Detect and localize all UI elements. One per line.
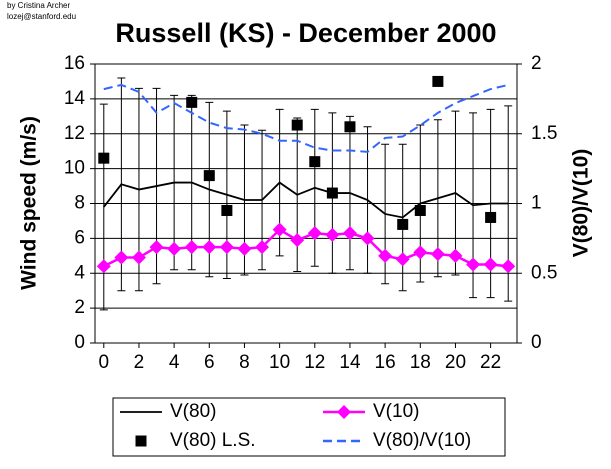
- marker: [485, 211, 497, 223]
- marker: [98, 152, 110, 164]
- x-tick-label: 20: [445, 352, 466, 373]
- y2-tick-label: 0.5: [531, 262, 557, 283]
- marker: [307, 226, 322, 241]
- marker: [203, 170, 215, 182]
- marker: [272, 222, 287, 237]
- marker: [255, 240, 270, 255]
- legend-swatch: [135, 435, 147, 447]
- marker: [395, 252, 410, 267]
- credit: lozej@stanford.edu: [7, 12, 76, 21]
- legend-label: V(10): [373, 401, 419, 422]
- x-tick-label: 8: [239, 352, 250, 373]
- series-line: [103, 83, 509, 153]
- marker: [114, 250, 129, 265]
- marker: [378, 248, 393, 263]
- marker: [360, 231, 375, 246]
- marker: [414, 204, 426, 216]
- y2-axis-label: V(80)/V(10): [570, 149, 593, 258]
- marker: [344, 121, 356, 133]
- marker: [342, 226, 357, 241]
- x-tick-label: 14: [339, 352, 361, 373]
- y2-tick-label: 1: [531, 193, 542, 214]
- marker: [325, 227, 340, 242]
- x-tick-label: 16: [375, 352, 396, 373]
- legend-label: V(80)/V(10): [373, 430, 471, 451]
- y2-tick-label: 2: [531, 53, 542, 74]
- marker: [167, 241, 182, 256]
- legend-box: [112, 397, 506, 457]
- x-tick-label: 12: [304, 352, 325, 373]
- marker: [184, 240, 199, 255]
- x-tick-label: 6: [204, 352, 215, 373]
- chart-title: Russell (KS) - December 2000: [115, 18, 496, 48]
- marker: [219, 240, 234, 255]
- marker: [413, 245, 428, 260]
- y2-tick-label: 1.5: [531, 123, 557, 144]
- legend-label: V(80) L.S.: [170, 430, 256, 451]
- series-line: [103, 228, 509, 268]
- y-tick-label: 4: [74, 262, 85, 283]
- y-tick-label: 10: [64, 158, 85, 179]
- marker: [237, 241, 252, 256]
- marker: [397, 218, 409, 230]
- y-tick-label: 12: [64, 123, 85, 144]
- marker: [483, 257, 498, 272]
- y-tick-label: 6: [74, 227, 85, 248]
- marker: [221, 204, 233, 216]
- marker: [432, 75, 444, 87]
- x-tick-label: 0: [99, 352, 110, 373]
- marker: [149, 240, 164, 255]
- y-tick-label: 0: [74, 332, 85, 353]
- legend-label: V(80): [170, 401, 216, 422]
- marker: [186, 96, 198, 108]
- y-tick-label: 14: [64, 88, 86, 109]
- legend-swatch: [337, 405, 351, 419]
- marker: [501, 259, 516, 274]
- x-tick-label: 10: [269, 352, 290, 373]
- y-tick-label: 16: [64, 53, 85, 74]
- marker: [326, 187, 338, 199]
- marker: [202, 240, 217, 255]
- y-tick-label: 2: [74, 297, 85, 318]
- series-line: [103, 181, 509, 219]
- marker: [466, 257, 481, 272]
- marker: [309, 156, 321, 168]
- x-tick-label: 18: [410, 352, 431, 373]
- marker: [96, 259, 111, 274]
- y2-tick-label: 0: [531, 332, 542, 353]
- marker: [430, 247, 445, 262]
- y-axis-label: Wind speed (m/s): [18, 116, 41, 290]
- y-tick-label: 8: [74, 193, 85, 214]
- x-tick-label: 2: [134, 352, 145, 373]
- x-tick-label: 4: [169, 352, 180, 373]
- credit: by Cristina Archer: [7, 1, 70, 10]
- marker: [291, 119, 303, 131]
- marker: [290, 233, 305, 248]
- marker: [448, 248, 463, 263]
- x-tick-label: 22: [480, 352, 501, 373]
- marker: [131, 250, 146, 265]
